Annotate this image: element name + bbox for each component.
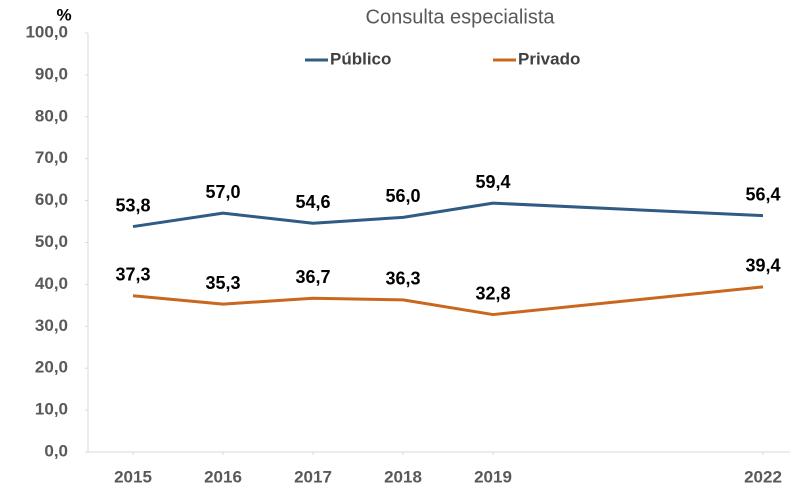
data-label: 37,3 [115,264,150,284]
data-label: 57,0 [205,182,240,202]
y-tick-label: 30,0 [35,316,68,335]
y-tick-label: 20,0 [35,358,68,377]
data-label: 32,8 [475,283,510,303]
y-tick-label: 100,0 [25,22,68,41]
x-tick-label: 2016 [204,467,242,486]
y-tick-label: 60,0 [35,190,68,209]
y-tick-label: 90,0 [35,64,68,83]
x-tick-label: 2018 [384,467,422,486]
data-label: 54,6 [295,192,330,212]
chart-title: Consulta especialista [366,6,556,28]
data-label: 36,7 [295,267,330,287]
y-tick-label: 70,0 [35,148,68,167]
data-label: 56,0 [385,186,420,206]
data-label: 59,4 [475,172,510,192]
data-label: 39,4 [745,256,780,276]
data-label: 36,3 [385,269,420,289]
y-tick-label: 80,0 [35,106,68,125]
x-tick-label: 2019 [474,467,512,486]
data-label: 56,4 [745,184,780,204]
data-label: 35,3 [205,273,240,293]
data-label: 53,8 [115,195,150,215]
y-tick-label: 40,0 [35,274,68,293]
y-axis-label: % [56,5,71,24]
legend-label: Privado [518,49,580,68]
x-tick-label: 2022 [744,467,782,486]
y-tick-label: 50,0 [35,232,68,251]
legend-label: Público [330,49,391,68]
y-tick-label: 0,0 [44,441,68,460]
x-tick-label: 2017 [294,467,332,486]
series-line [132,201,764,229]
x-tick-label: 2015 [114,467,152,486]
y-tick-label: 10,0 [35,400,68,419]
series-line [132,285,764,317]
